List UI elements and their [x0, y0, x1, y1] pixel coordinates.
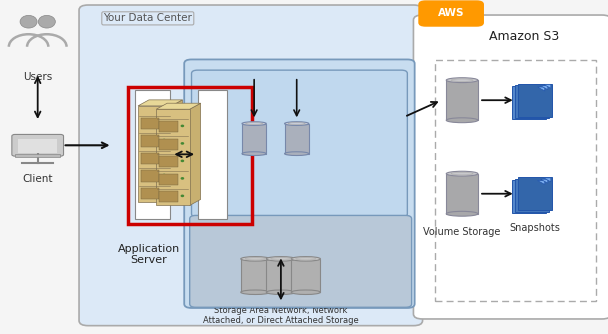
- Ellipse shape: [181, 177, 184, 180]
- Polygon shape: [544, 178, 551, 182]
- Ellipse shape: [285, 152, 309, 156]
- Ellipse shape: [446, 78, 478, 82]
- FancyBboxPatch shape: [12, 135, 63, 156]
- Ellipse shape: [446, 118, 478, 123]
- Bar: [241, 259, 270, 292]
- Bar: [135, 90, 170, 219]
- Ellipse shape: [162, 156, 166, 159]
- Ellipse shape: [291, 290, 320, 295]
- Bar: [446, 174, 478, 214]
- Ellipse shape: [181, 194, 184, 197]
- Polygon shape: [190, 103, 201, 205]
- Ellipse shape: [162, 121, 166, 124]
- Text: Application
Server: Application Server: [118, 244, 180, 266]
- Ellipse shape: [266, 290, 295, 295]
- Ellipse shape: [162, 191, 166, 194]
- FancyBboxPatch shape: [512, 180, 546, 213]
- Ellipse shape: [285, 122, 309, 126]
- Text: Snapshots: Snapshots: [510, 223, 561, 233]
- FancyBboxPatch shape: [512, 87, 546, 119]
- Polygon shape: [156, 103, 201, 109]
- Bar: [141, 188, 159, 199]
- Ellipse shape: [241, 290, 270, 295]
- FancyBboxPatch shape: [79, 5, 423, 326]
- FancyBboxPatch shape: [190, 215, 412, 307]
- Bar: [291, 259, 320, 292]
- Bar: [128, 87, 252, 224]
- Text: AWS: AWS: [438, 8, 465, 18]
- Text: Volume Storage: Volume Storage: [423, 227, 501, 237]
- Ellipse shape: [242, 152, 266, 156]
- Ellipse shape: [446, 171, 478, 176]
- FancyBboxPatch shape: [515, 178, 549, 212]
- Ellipse shape: [181, 160, 184, 162]
- FancyBboxPatch shape: [192, 70, 407, 217]
- Bar: [242, 124, 266, 154]
- Polygon shape: [541, 86, 548, 90]
- Bar: [446, 80, 478, 120]
- Polygon shape: [138, 100, 182, 106]
- Bar: [159, 156, 178, 167]
- Bar: [159, 139, 178, 150]
- Text: iSCSI: iSCSI: [171, 150, 197, 159]
- Ellipse shape: [181, 142, 184, 145]
- Text: Hypervisor: Hypervisor: [274, 261, 327, 271]
- FancyBboxPatch shape: [518, 177, 552, 210]
- Bar: [285, 124, 309, 154]
- Ellipse shape: [242, 122, 266, 126]
- Text: TARGET: TARGET: [208, 138, 216, 171]
- Polygon shape: [171, 100, 182, 202]
- Bar: [435, 60, 596, 301]
- Text: Client: Client: [22, 174, 53, 184]
- Text: Cache
Storage: Cache Storage: [239, 157, 269, 176]
- FancyBboxPatch shape: [184, 59, 415, 308]
- FancyBboxPatch shape: [418, 0, 484, 27]
- Bar: [141, 153, 159, 164]
- Bar: [141, 135, 159, 147]
- Ellipse shape: [291, 257, 320, 261]
- Polygon shape: [537, 87, 545, 91]
- Polygon shape: [537, 180, 545, 184]
- Bar: [138, 106, 171, 202]
- Bar: [141, 118, 159, 129]
- Polygon shape: [544, 84, 551, 88]
- FancyBboxPatch shape: [515, 85, 549, 118]
- Bar: [198, 90, 227, 219]
- Ellipse shape: [162, 139, 166, 141]
- Ellipse shape: [181, 125, 184, 127]
- Bar: [15, 154, 61, 157]
- Ellipse shape: [162, 174, 166, 176]
- Ellipse shape: [20, 15, 37, 28]
- Polygon shape: [541, 179, 548, 183]
- Bar: [159, 121, 178, 133]
- Text: Upload
Buffer: Upload Buffer: [283, 157, 310, 176]
- FancyBboxPatch shape: [518, 84, 552, 117]
- FancyBboxPatch shape: [413, 15, 608, 319]
- Text: Your Data Center: Your Data Center: [103, 13, 192, 23]
- Bar: [159, 174, 178, 185]
- Ellipse shape: [38, 15, 55, 28]
- Text: Storage Area Network, Network
Attached, or Direct Attached Storage: Storage Area Network, Network Attached, …: [203, 306, 359, 325]
- Bar: [156, 109, 190, 205]
- Text: Users: Users: [23, 72, 52, 82]
- Ellipse shape: [241, 257, 270, 261]
- Ellipse shape: [266, 257, 295, 261]
- Bar: [266, 259, 295, 292]
- Ellipse shape: [446, 211, 478, 216]
- Bar: [141, 170, 159, 182]
- Text: Host: Host: [280, 278, 319, 296]
- Text: Amazon S3: Amazon S3: [489, 30, 559, 43]
- Text: Gateway VM: Gateway VM: [269, 77, 330, 87]
- Bar: [159, 191, 178, 202]
- Bar: [18, 140, 57, 153]
- Text: INITIATOR: INITIATOR: [148, 133, 157, 176]
